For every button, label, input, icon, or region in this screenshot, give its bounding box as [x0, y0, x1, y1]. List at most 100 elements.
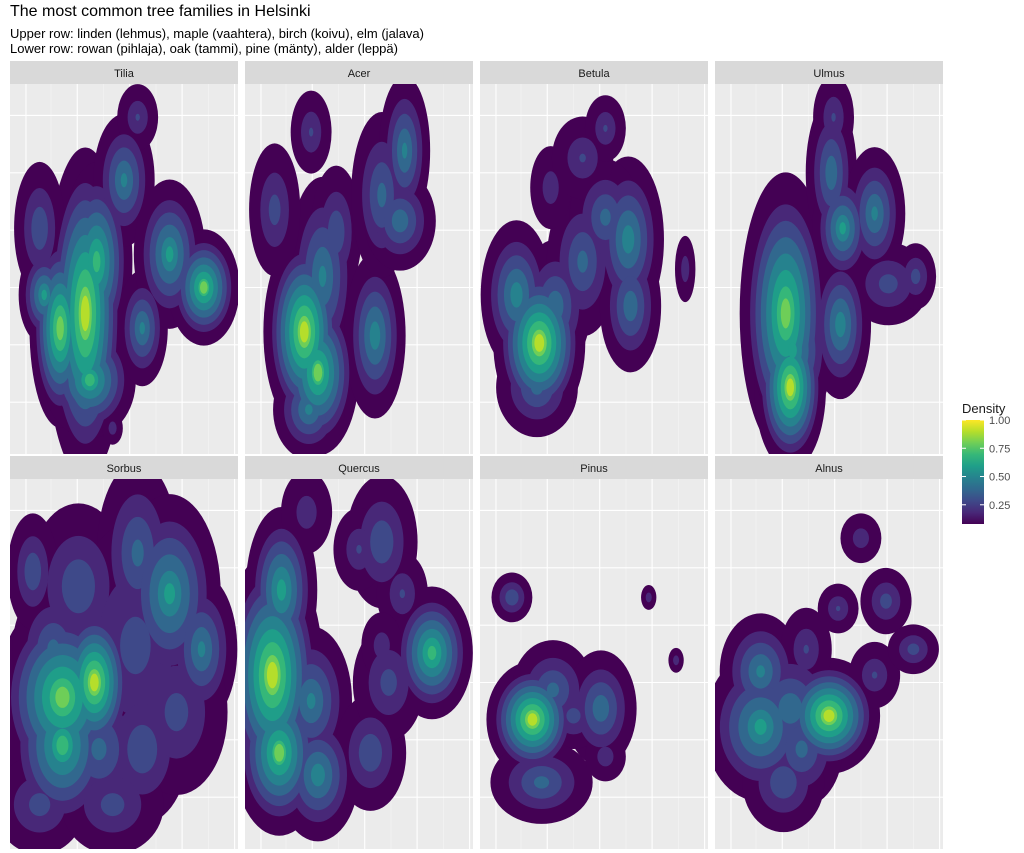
- density-band: [80, 295, 90, 332]
- density-layer: [715, 513, 939, 833]
- density-band: [268, 194, 281, 226]
- density-band: [306, 693, 316, 709]
- legend-tick-label: 0.50: [989, 472, 1010, 484]
- density-band: [527, 713, 538, 726]
- density-band: [29, 793, 51, 817]
- chart-subtitle-line-1: Upper row: linden (lehmus), maple (vaaht…: [10, 26, 424, 41]
- density-band: [786, 378, 795, 397]
- density-band: [127, 724, 158, 774]
- density-band: [852, 528, 870, 549]
- facet-panel-pinus: Pinus: [480, 456, 708, 849]
- density-band: [505, 589, 519, 606]
- facet-panel-sorbus: Sorbus: [10, 456, 238, 849]
- facet-label: Acer: [348, 68, 371, 80]
- facet-panel-quercus: Quercus: [245, 456, 473, 849]
- density-band: [120, 173, 128, 188]
- density-band: [795, 740, 808, 758]
- legend-tick-label: 1.00: [989, 415, 1010, 427]
- facet-strip: [715, 61, 943, 84]
- density-band: [391, 209, 409, 233]
- density-band: [401, 142, 408, 159]
- density-band: [276, 579, 287, 601]
- density-band: [645, 592, 652, 603]
- density-band: [510, 282, 523, 308]
- legend-tick-label: 0.75: [989, 443, 1010, 455]
- facet-label: Quercus: [338, 463, 380, 475]
- density-band: [910, 268, 921, 285]
- legend-tick-label: 0.25: [989, 500, 1010, 512]
- density-band: [597, 746, 614, 767]
- facet-label: Ulmus: [813, 68, 845, 80]
- facet-label: Tilia: [114, 68, 135, 80]
- density-band: [546, 682, 560, 698]
- facet-panel-acer: Acer: [245, 61, 473, 454]
- facet-label: Pinus: [580, 463, 608, 475]
- density-band: [592, 695, 610, 722]
- density-band: [907, 643, 920, 655]
- density-band: [871, 206, 878, 221]
- facet-strip: [10, 61, 238, 84]
- density-band: [197, 641, 206, 658]
- density-band: [296, 495, 317, 529]
- density-band: [839, 222, 846, 235]
- legend-colorbar: [962, 420, 984, 524]
- facet-strip: [715, 456, 943, 479]
- density-layer: [14, 84, 238, 454]
- density-band: [135, 113, 140, 121]
- density-band: [305, 404, 313, 415]
- density-band: [603, 124, 608, 132]
- density-band: [24, 552, 42, 591]
- density-band: [542, 171, 559, 205]
- density-band: [577, 250, 588, 273]
- density-band: [369, 321, 381, 350]
- density-band: [566, 708, 581, 724]
- density-band: [803, 644, 809, 654]
- density-legend: Density 0.25 0.50 0.75 1.00: [962, 401, 1010, 524]
- density-band: [681, 255, 690, 283]
- density-band: [622, 225, 635, 254]
- density-band: [108, 421, 117, 435]
- density-band: [47, 639, 60, 660]
- density-band: [770, 766, 797, 799]
- density-band: [778, 693, 803, 724]
- density-band: [878, 274, 898, 294]
- facet-panel-betula: Betula: [480, 61, 708, 454]
- density-band: [327, 210, 345, 254]
- density-band: [835, 311, 846, 338]
- density-band: [780, 298, 791, 329]
- density-band: [310, 763, 325, 787]
- density-band: [754, 718, 767, 735]
- density-band: [61, 559, 96, 614]
- density-band: [356, 544, 362, 554]
- density-band: [56, 316, 64, 341]
- density-band: [579, 153, 586, 163]
- density-band: [534, 334, 545, 352]
- density-band: [100, 793, 125, 817]
- density-layer: [480, 95, 696, 438]
- facet-panel-alnus: Alnus: [715, 456, 943, 849]
- density-band: [84, 373, 95, 387]
- density-band: [120, 616, 151, 675]
- density-band: [131, 539, 144, 567]
- legend-title: Density: [962, 401, 1006, 416]
- density-band: [831, 112, 836, 122]
- density-layer: [486, 572, 684, 824]
- density-band: [313, 363, 323, 382]
- density-band: [165, 246, 174, 263]
- density-band: [299, 321, 309, 343]
- chart-subtitle-line-2: Lower row: rowan (pihlaja), oak (tammi),…: [10, 41, 398, 56]
- density-band: [164, 692, 189, 732]
- facet-strip: [10, 456, 238, 479]
- facet-label: Sorbus: [107, 463, 142, 475]
- density-band: [308, 127, 314, 137]
- facet-strip: [480, 456, 708, 479]
- density-band: [373, 632, 390, 659]
- facet-label: Betula: [578, 68, 610, 80]
- density-band: [623, 290, 638, 322]
- density-band: [89, 673, 99, 692]
- facet-strip: [245, 61, 473, 84]
- density-band: [533, 776, 550, 789]
- density-band: [139, 321, 145, 335]
- density-band: [318, 265, 327, 288]
- density-band: [871, 671, 878, 679]
